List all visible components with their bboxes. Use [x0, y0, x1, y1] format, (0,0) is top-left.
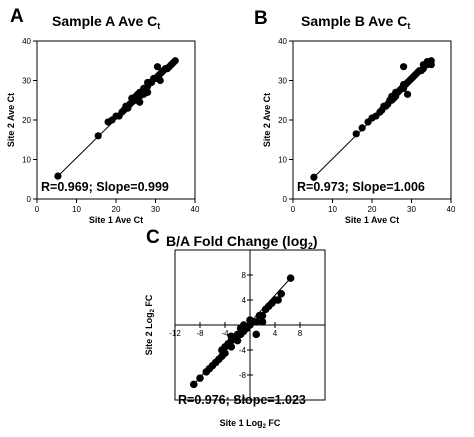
- c-data-point: [221, 349, 229, 357]
- panel-b-x-ticks: 0 10 20 30 40: [291, 199, 456, 214]
- panel-c-annotation: R=0.976; Slope=1.023: [178, 393, 306, 407]
- panel-c-title-end: ): [313, 233, 318, 249]
- a-y-tick-label: 30: [22, 77, 31, 86]
- panel-c-x-ticks: -12 -8 -4 4 8: [169, 322, 303, 338]
- panel-b-title-sub: t: [407, 21, 410, 31]
- panel-c-y-axis-label-end: FC: [144, 294, 154, 309]
- panel-a-x-ticks: 0 10 20 30 40: [35, 199, 200, 214]
- panel-a-title-main: Sample A Ave C: [52, 13, 157, 29]
- panel-c-x-axis-label-end: FC: [266, 418, 281, 428]
- a-data-point: [136, 98, 144, 106]
- a-x-tick-label: 20: [112, 205, 121, 214]
- panel-c-y-axis-label-sub: 2: [150, 308, 156, 312]
- a-y-tick-label: 10: [22, 156, 31, 165]
- panel-a-points: [54, 57, 179, 180]
- c-y-tick-label: 4: [242, 296, 247, 305]
- panel-c-x-axis-label: Site 1 Log2 FC: [220, 418, 281, 430]
- c-x-tick-label: -8: [196, 329, 204, 338]
- c-data-point: [236, 324, 245, 332]
- panel-b-y-ticks: 0 10 20 30 40: [278, 37, 293, 204]
- panel-b-x-axis-label: Site 1 Ave Ct: [345, 215, 399, 225]
- a-data-point: [144, 88, 152, 96]
- panel-a-title-sub: t: [157, 21, 160, 31]
- panel-a-x-axis-label: Site 1 Ave Ct: [89, 215, 143, 225]
- panel-label-c: C: [146, 227, 160, 248]
- c-data-point: [252, 330, 261, 339]
- a-y-tick-label: 20: [22, 116, 31, 125]
- panel-b-points: [310, 57, 435, 181]
- panel-label-a: A: [10, 6, 24, 27]
- c-data-point: [286, 274, 295, 282]
- panel-b-title-main: Sample B Ave C: [301, 13, 407, 29]
- b-y-tick-label: 0: [283, 195, 288, 204]
- c-data-point: [189, 380, 198, 389]
- b-x-tick-label: 30: [407, 205, 416, 214]
- c-data-point: [258, 318, 267, 326]
- a-y-tick-label: 0: [27, 195, 32, 204]
- c-y-tick-label: -8: [239, 371, 247, 380]
- c-data-point: [252, 318, 261, 326]
- a-x-tick-label: 30: [151, 205, 160, 214]
- b-data-point: [352, 130, 360, 138]
- a-x-tick-label: 0: [35, 205, 40, 214]
- panel-c-y-axis-label: Site 2 Log2 FC: [144, 294, 156, 355]
- b-y-tick-label: 30: [278, 77, 287, 86]
- c-data-point: [258, 311, 267, 320]
- panel-b-annotation: R=0.973; Slope=1.006: [297, 180, 425, 194]
- a-x-tick-label: 40: [191, 205, 200, 214]
- b-y-tick-label: 40: [278, 37, 287, 46]
- c-data-point: [227, 332, 236, 341]
- c-y-tick-label: -4: [239, 346, 247, 355]
- b-data-point: [310, 173, 318, 181]
- b-x-tick-label: 10: [328, 205, 337, 214]
- b-data-point: [400, 63, 408, 71]
- panel-c: C B/A Fold Change (log2) -12-8-448 -12 -8…: [144, 227, 326, 430]
- panel-c-x-axis-label-sub: 2: [263, 424, 267, 430]
- c-data-point: [196, 374, 204, 382]
- panel-a-title: Sample A Ave Ct: [52, 13, 160, 31]
- b-x-tick-label: 0: [291, 205, 296, 214]
- c-x-tick-label: 8: [298, 329, 303, 338]
- c-data-point: [227, 343, 236, 351]
- panel-c-y-axis-label-main: Site 2 Log: [144, 312, 154, 355]
- b-y-tick-label: 20: [278, 116, 287, 125]
- a-data-point: [94, 132, 102, 140]
- panel-c-title: B/A Fold Change (log2): [166, 233, 318, 251]
- c-y-tick-label: -12: [234, 396, 246, 405]
- panel-c-y-ticks: -12 -8 -4 4 8: [234, 271, 253, 405]
- a-data-point: [156, 76, 164, 85]
- c-data-point: [277, 289, 286, 298]
- panel-c-title-sub: 2: [308, 241, 313, 251]
- c-x-tick-label: -4: [221, 329, 229, 338]
- b-y-tick-label: 10: [278, 156, 287, 165]
- panel-a-y-ticks: 0 10 20 30 40: [22, 37, 37, 204]
- a-x-tick-label: 10: [72, 205, 81, 214]
- b-data-point: [358, 124, 366, 132]
- panel-c-points: [189, 274, 295, 389]
- panel-b-y-axis-label: Site 2 Ave Ct: [262, 93, 272, 147]
- panel-a-y-axis-label: Site 2 Ave Ct: [6, 93, 16, 147]
- panel-c-x-axis-label-main: Site 1 Log: [220, 418, 263, 428]
- c-data-point: [233, 336, 242, 345]
- c-y-tick-label: 8: [242, 271, 247, 280]
- a-data-point: [171, 57, 179, 65]
- b-x-tick-label: 20: [368, 205, 377, 214]
- c-x-tick-label: -12: [169, 329, 181, 338]
- panel-a: A Sample A Ave Ct 0 10 20 30 40 0 10 20 30 40 R=…: [6, 6, 200, 225]
- a-data-point: [54, 172, 62, 180]
- a-data-point: [153, 63, 162, 71]
- c-x-tick-label: 4: [273, 329, 278, 338]
- panel-a-annotation: R=0.969; Slope=0.999: [41, 180, 169, 194]
- b-data-point: [403, 90, 412, 98]
- panel-b: B Sample B Ave Ct 0 10 20 30 40 0 10 20 30 40 R=…: [254, 8, 456, 225]
- a-y-tick-label: 40: [22, 37, 31, 46]
- b-x-tick-label: 40: [447, 205, 456, 214]
- panel-label-b: B: [254, 8, 268, 29]
- panel-c-title-main: B/A Fold Change (log: [166, 233, 308, 249]
- c-data-point: [274, 296, 282, 304]
- b-data-point: [427, 61, 435, 69]
- panel-b-title: Sample B Ave Ct: [301, 13, 410, 31]
